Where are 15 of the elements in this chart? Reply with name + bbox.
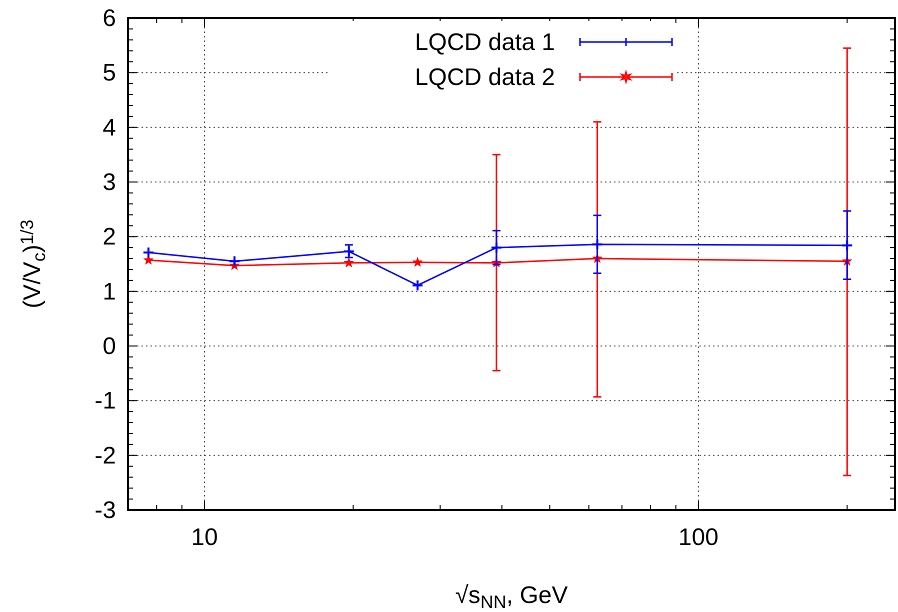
y-tick-label: 3 (102, 169, 116, 196)
y-tick-label: 2 (102, 224, 116, 251)
y-tick-label: -1 (94, 388, 116, 415)
y-tick-label: 0 (102, 333, 116, 360)
y-tick-label: 6 (102, 5, 116, 32)
y-tick-label: 4 (102, 114, 116, 142)
x-tick-label: 100 (678, 524, 718, 551)
y-tick-label: -3 (94, 497, 116, 524)
y-tick-label: 1 (102, 278, 116, 306)
y-tick-label: -2 (94, 442, 116, 470)
y-tick-label: 5 (102, 60, 116, 87)
legend-label: LQCD data 2 (414, 64, 555, 91)
legend-label: LQCD data 1 (414, 29, 555, 56)
x-tick-label: 10 (191, 524, 218, 551)
x-axis-title: √s$_{NN}$, GeV (455, 582, 568, 612)
